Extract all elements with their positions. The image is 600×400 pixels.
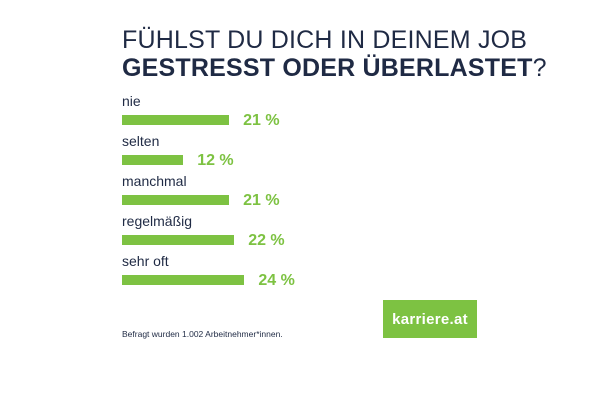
category-label-sehr-oft: sehr oft	[122, 253, 169, 269]
footnote: Befragt wurden 1.002 Arbeitnehmer*innen.	[122, 329, 283, 339]
karriere-logo: karriere.at	[383, 300, 477, 338]
value-label-nie: 21 %	[243, 112, 280, 129]
bar-regelmaessig	[122, 235, 235, 245]
chart-title-bold: GESTRESST ODER ÜBERLASTET	[122, 54, 533, 82]
bar-nie	[122, 115, 230, 125]
category-label-manchmal: manchmal	[122, 173, 187, 189]
category-label-selten: selten	[122, 133, 160, 149]
chart-title-line-2: GESTRESST ODER ÜBERLASTET?	[122, 54, 547, 83]
value-label-manchmal: 21 %	[243, 192, 280, 209]
value-label-regelmaessig: 22 %	[248, 232, 285, 249]
bar-selten	[122, 155, 184, 165]
category-label-regelmaessig: regelmäßig	[122, 213, 193, 229]
bar-sehr-oft	[122, 275, 245, 285]
category-label-nie: nie	[122, 93, 141, 109]
bar-manchmal	[122, 195, 230, 205]
chart-title-question-mark: ?	[532, 54, 547, 82]
value-label-selten: 12 %	[197, 152, 234, 169]
value-label-sehr-oft: 24 %	[258, 272, 295, 289]
chart-title-line-1: FÜHLST DU DICH IN DEINEM JOB	[122, 26, 528, 54]
